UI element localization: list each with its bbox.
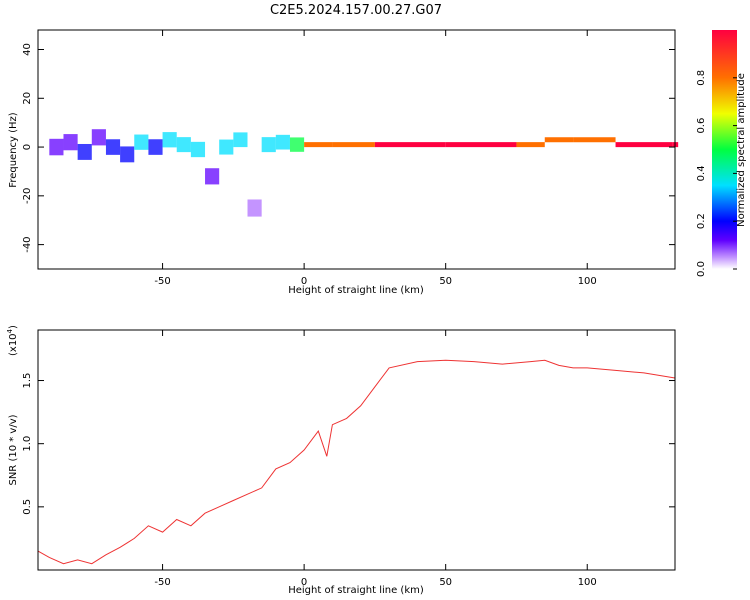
heat-cell — [289, 137, 305, 152]
heat-cell — [304, 142, 333, 148]
snr-series-line — [37, 359, 676, 565]
heat-cell — [219, 139, 234, 155]
y-tick-label: 40 — [22, 43, 33, 56]
heat-cell — [176, 137, 191, 153]
snr-frame — [37, 329, 676, 571]
heat-cell — [148, 139, 163, 155]
snr-multiplier: (x104) — [6, 325, 19, 356]
snr-multiplier-base: (x10 — [8, 333, 19, 356]
spectrogram-xlabel: Height of straight line (km) — [288, 285, 424, 296]
spectrogram-frame — [37, 29, 676, 270]
heat-cell — [233, 132, 248, 148]
heat-cell — [162, 132, 177, 148]
heat-cell — [91, 129, 106, 146]
heat-cell — [247, 199, 262, 217]
x-tick-label: 50 — [439, 276, 452, 287]
colorbar-gradient — [712, 30, 737, 269]
colorbar-tick-label: 0.4 — [696, 165, 707, 181]
heat-cell — [205, 168, 220, 185]
snr-multiplier-exp: 4 — [6, 328, 14, 333]
heat-cell — [275, 134, 290, 150]
heat-cell — [615, 142, 673, 148]
y-tick-label: -20 — [22, 188, 33, 204]
snr-panel: -50 0 50 100 0.5 1.0 1.5 Height of straight li… — [6, 325, 676, 596]
figure-title: C2E5.2024.157.00.27.G07 — [270, 3, 442, 18]
colorbar-tick-label: 0.8 — [696, 70, 707, 86]
heat-cell — [120, 146, 135, 163]
y-tick-label: 20 — [22, 92, 33, 105]
snr-xlabel: Height of straight line (km) — [288, 585, 424, 596]
y-tick-label: 0.5 — [22, 499, 33, 515]
heat-cell — [445, 142, 517, 148]
heat-cell — [190, 141, 206, 158]
snr-multiplier-close: ) — [8, 325, 19, 329]
heat-cell — [332, 142, 375, 148]
x-tick-label: 100 — [578, 276, 597, 287]
y-tick-label: 1.0 — [22, 436, 33, 452]
heat-cell — [544, 137, 574, 143]
colorbar-ticks: 0.0 0.2 0.4 0.6 0.8 — [696, 70, 737, 277]
heat-cell — [374, 142, 446, 148]
x-tick-label: 0 — [301, 276, 307, 287]
heat-cell — [105, 139, 121, 155]
y-tick-label: -40 — [22, 236, 33, 252]
heat-cell — [516, 142, 545, 148]
y-tick-label: 0 — [22, 144, 33, 150]
y-tick-label: 1.5 — [22, 373, 33, 389]
svg-text:(x104): (x104) — [6, 325, 19, 356]
spectrogram-panel: -50 0 50 100 -40 -20 0 20 40 Height of straight … — [8, 29, 679, 296]
x-tick-label: 50 — [439, 577, 452, 588]
colorbar: 0.0 0.2 0.4 0.6 0.8 Normalized spectral ampl… — [696, 30, 747, 277]
snr-plot-area — [38, 330, 675, 570]
x-tick-label: 0 — [301, 577, 307, 588]
heat-cell — [134, 134, 149, 150]
heat-cell — [77, 143, 92, 160]
heat-cell — [573, 137, 616, 143]
snr-ticks: -50 0 50 100 0.5 1.0 1.5 — [22, 330, 675, 588]
colorbar-tick-label: 0.6 — [696, 118, 707, 134]
spectrogram-ticks: -50 0 50 100 -40 -20 0 20 40 — [22, 30, 675, 287]
x-tick-label: 100 — [578, 577, 597, 588]
heat-cell — [261, 137, 276, 153]
spectrogram-marks — [49, 129, 679, 217]
x-tick-label: -50 — [154, 577, 170, 588]
snr-ylabel: SNR (10 * v/v) — [8, 414, 19, 485]
heat-cell — [63, 134, 78, 151]
colorbar-label: Normalized spectral amplitude — [736, 73, 747, 227]
colorbar-tick-label: 0.0 — [696, 261, 707, 277]
x-tick-label: -50 — [154, 276, 170, 287]
spectrogram-ylabel: Frequency (Hz) — [8, 112, 19, 188]
colorbar-tick-label: 0.2 — [696, 213, 707, 229]
heat-cell — [49, 138, 64, 156]
